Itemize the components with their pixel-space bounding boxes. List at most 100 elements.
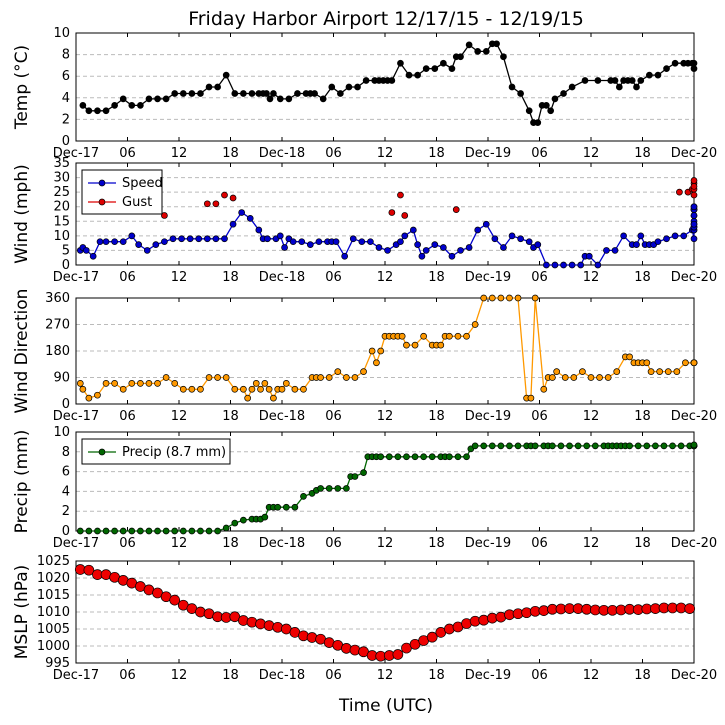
x-tick-label: 12 (377, 409, 394, 424)
x-tick-label: Dec-17 (53, 146, 99, 161)
y-tick-label: 1025 (37, 554, 70, 569)
data-point (222, 374, 230, 381)
data-point (585, 252, 593, 260)
data-point (549, 442, 556, 450)
x-tick-label: 12 (377, 536, 394, 551)
data-point (285, 95, 293, 103)
data-point (128, 380, 136, 387)
data-point (557, 442, 565, 450)
x-tick-label: 06 (531, 409, 548, 424)
data-point (311, 90, 318, 97)
data-point (186, 235, 194, 243)
data-point (654, 238, 662, 246)
data-point (197, 527, 204, 535)
data-point (240, 516, 247, 524)
data-point (398, 332, 406, 340)
x-tick-label: Dec-19 (465, 270, 511, 285)
x-tick-label: Dec-20 (671, 536, 717, 551)
data-point (240, 90, 247, 97)
data-point (349, 644, 361, 656)
y-tick-label: 180 (45, 344, 70, 359)
y-tick-label: 1020 (37, 571, 70, 586)
data-point (560, 90, 567, 97)
data-point (102, 380, 110, 387)
data-point (263, 620, 275, 631)
data-point (615, 83, 623, 91)
data-point (568, 83, 576, 91)
data-point (345, 83, 353, 91)
data-point (169, 594, 181, 606)
data-point (360, 368, 367, 375)
data-point (334, 485, 342, 492)
data-point (388, 209, 396, 216)
x-tick-label: 18 (634, 409, 651, 424)
data-point (594, 261, 602, 269)
data-point (488, 442, 496, 450)
data-point (171, 380, 179, 387)
x-tick-label: Dec-20 (671, 270, 717, 285)
x-axis-label: Time (UTC) (338, 696, 433, 716)
x-tick-label: 12 (583, 270, 600, 285)
data-point (543, 102, 550, 109)
data-point (397, 238, 404, 246)
data-point (663, 65, 670, 72)
y-tick-label: 5 (62, 243, 70, 258)
data-point (690, 177, 698, 184)
data-point (246, 616, 258, 628)
data-point (551, 95, 559, 103)
x-tick-label: 18 (222, 409, 239, 424)
data-point (135, 241, 143, 248)
data-point (405, 71, 413, 79)
y-tick-label: 0 (62, 134, 70, 149)
data-point (677, 442, 685, 450)
data-point (221, 191, 228, 199)
data-point (581, 77, 589, 84)
data-point (587, 374, 595, 381)
data-point (162, 95, 170, 103)
data-point (145, 380, 153, 387)
y-tick-label: 4 (62, 91, 70, 106)
data-point (266, 95, 274, 103)
data-point (325, 374, 333, 381)
data-point (547, 107, 555, 115)
data-point (570, 374, 578, 381)
data-point (471, 321, 479, 328)
x-tick-label: Dec-18 (259, 536, 305, 551)
x-tick-label: 18 (428, 409, 445, 424)
x-tick-label: 12 (583, 409, 600, 424)
data-point (418, 252, 426, 260)
data-point (367, 238, 374, 246)
data-point (291, 385, 299, 393)
data-point (178, 235, 185, 243)
data-point (188, 90, 196, 97)
data-point (337, 90, 344, 97)
data-point (252, 380, 260, 387)
data-point (384, 247, 391, 254)
x-tick-label: Dec-17 (53, 409, 99, 424)
x-tick-label: 06 (119, 146, 136, 161)
data-point (454, 332, 462, 340)
data-point (248, 90, 256, 97)
data-point (270, 394, 277, 402)
data-point (525, 238, 533, 246)
data-point (583, 442, 591, 450)
data-point (85, 527, 93, 535)
data-point (574, 442, 582, 450)
data-point (626, 353, 633, 361)
data-point (566, 442, 573, 450)
legend-label: Precip (8.7 mm) (122, 445, 226, 460)
data-point (197, 90, 204, 97)
data-point (480, 294, 488, 302)
data-point (79, 102, 87, 109)
data-point (414, 241, 421, 248)
data-point (452, 206, 460, 213)
data-point (214, 374, 221, 381)
data-point (620, 232, 627, 240)
data-point (480, 442, 488, 450)
data-point (205, 374, 213, 381)
data-point (634, 442, 642, 450)
data-point (403, 341, 410, 349)
data-point (534, 119, 542, 126)
x-tick-label: 18 (222, 668, 239, 683)
y-tick-label: 270 (45, 318, 70, 333)
